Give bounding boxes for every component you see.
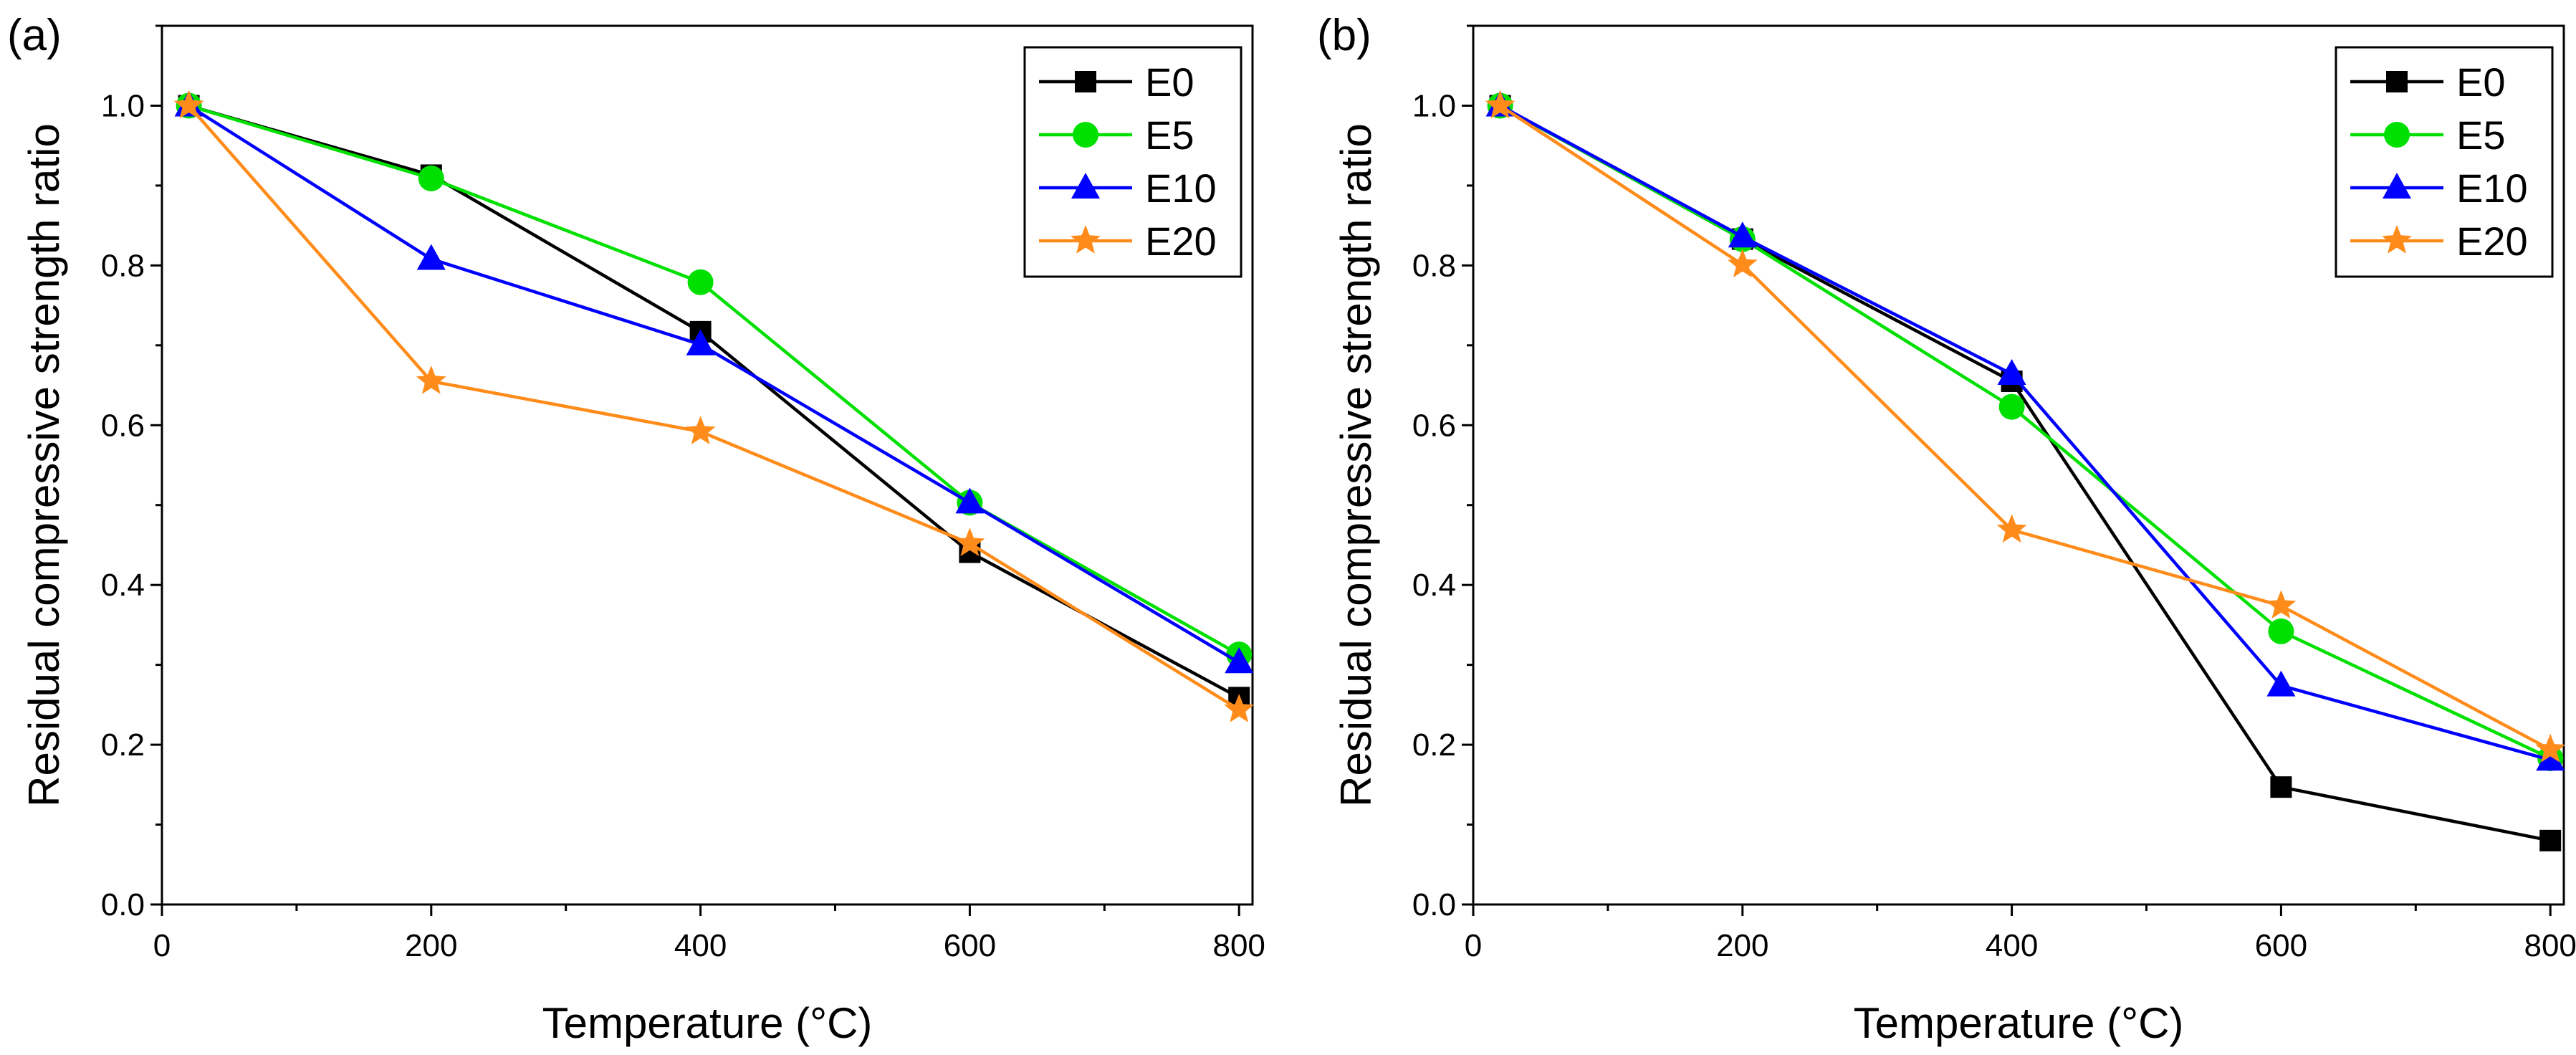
x-axis-title: Temperature (°C): [542, 999, 873, 1047]
x-tick-label: 800: [1212, 928, 1265, 963]
x-tick-label: 0: [153, 928, 171, 963]
chart-panel-a: 0 200 400 600 800 0.0 0.2 0.4 0.6 0.8 1.0 Temperatu…: [7, 11, 1265, 1047]
data-point: [1727, 249, 1758, 277]
y-tick-label: 0.4: [101, 568, 145, 603]
y-axis-title: Residual compressive strength ratio: [1332, 123, 1380, 807]
legend-label: E5: [1145, 113, 1194, 158]
legend-marker: [2382, 225, 2412, 254]
data-point: [1998, 393, 2025, 420]
legend-label: E20: [2456, 219, 2528, 264]
data-point: [954, 528, 985, 556]
y-tick-label: 1.0: [101, 88, 145, 123]
data-point: [1997, 358, 2026, 385]
data-point: [685, 416, 716, 444]
x-tick-label: 200: [1716, 928, 1768, 963]
data-point: [2266, 670, 2296, 697]
x-tick-label: 600: [944, 928, 996, 963]
legend-label: E10: [2456, 166, 2528, 211]
data-point: [1224, 694, 1255, 722]
legend-marker: [2386, 71, 2408, 92]
data-point: [2268, 618, 2294, 644]
legend-box: [2335, 46, 2554, 278]
data-point: [416, 366, 446, 394]
data-point: [1728, 221, 1757, 248]
data-point: [2536, 745, 2565, 771]
legend-marker: [2384, 122, 2410, 148]
y-tick-label: 0.8: [101, 248, 145, 283]
legend-label: E20: [1145, 219, 1217, 264]
data-point: [2539, 829, 2562, 851]
legend-marker: [1071, 225, 1101, 254]
y-tick-label: 0.0: [1412, 887, 1456, 922]
panel-label: (a): [7, 11, 62, 60]
legend-label: E0: [1145, 59, 1194, 105]
series-e20: [173, 90, 1255, 722]
data-point: [2270, 776, 2292, 798]
y-tick-label: 0.6: [101, 408, 145, 443]
data-point: [1485, 90, 1516, 119]
y-tick-label: 0.6: [1412, 408, 1456, 443]
plot-frame: [1472, 24, 2565, 906]
series-e10: [1485, 90, 2565, 771]
data-point: [418, 165, 444, 191]
legend-label: E10: [1145, 166, 1217, 211]
data-point: [173, 90, 204, 119]
legend-marker: [2383, 173, 2411, 199]
panel-label: (b): [1317, 11, 1371, 60]
data-point: [2535, 733, 2566, 763]
y-tick-label: 0.8: [1412, 248, 1456, 283]
legend-marker: [1073, 122, 1098, 148]
plot-frame: [161, 24, 1254, 906]
x-tick-label: 600: [2255, 928, 2307, 963]
legend: E0 E5 E10 E20: [1023, 46, 1242, 278]
data-point: [1996, 514, 2027, 543]
data-point: [687, 269, 714, 295]
data-point: [416, 244, 446, 270]
data-point: [955, 487, 985, 514]
legend: E0 E5 E10 E20: [2335, 46, 2554, 278]
series-e20: [1485, 90, 2566, 763]
y-tick-label: 0.4: [1412, 568, 1456, 603]
x-tick-label: 0: [1465, 928, 1482, 963]
y-tick-label: 1.0: [1412, 88, 1456, 123]
x-tick-label: 400: [1986, 928, 2038, 963]
x-tick-label: 800: [2524, 928, 2576, 963]
legend-marker: [1075, 71, 1096, 92]
y-tick-label: 0.2: [101, 727, 145, 763]
data-point: [1225, 647, 1254, 674]
y-axis-title: Residual compressive strength ratio: [20, 123, 68, 807]
data-point: [2266, 590, 2297, 619]
legend-marker: [1071, 173, 1100, 199]
series-e10: [174, 90, 1254, 674]
legend-label: E0: [2456, 59, 2506, 105]
x-tick-label: 200: [405, 928, 457, 963]
legend-label: E5: [2456, 113, 2506, 158]
data-point: [686, 329, 715, 355]
y-tick-label: 0.0: [101, 887, 145, 922]
x-axis-title: Temperature (°C): [1854, 999, 2184, 1047]
legend-box: [1023, 46, 1242, 278]
y-tick-label: 0.2: [1412, 727, 1456, 763]
chart-panel-b: 0 200 400 600 800 0.0 0.2 0.4 0.6 0.8 1.0 Temperatu…: [1317, 11, 2576, 1047]
x-tick-label: 400: [674, 928, 727, 963]
